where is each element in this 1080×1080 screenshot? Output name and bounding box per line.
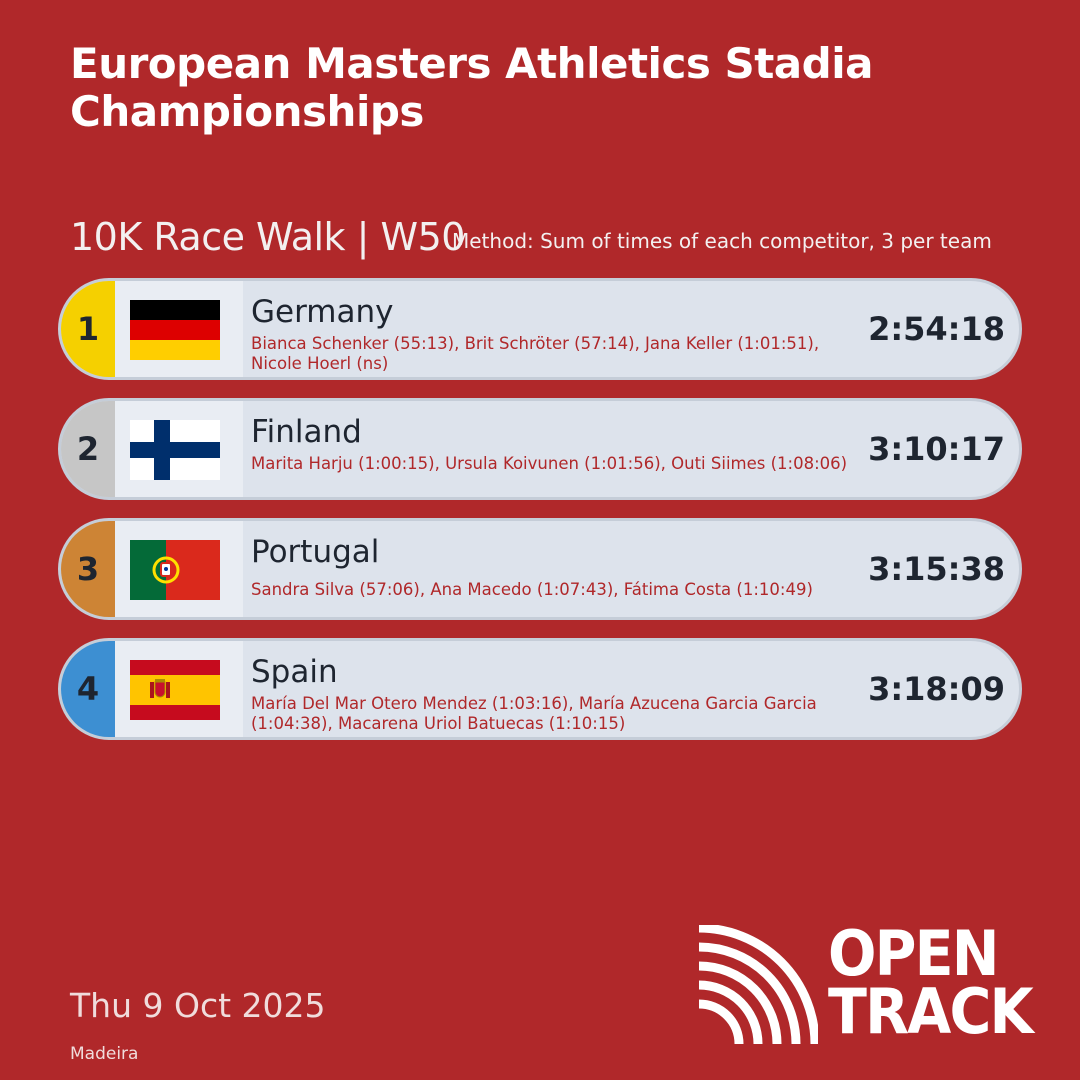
event-date: Thu 9 Oct 2025 xyxy=(70,986,326,1025)
team-time: 2:54:18 xyxy=(868,310,1005,348)
result-row-portugal: 3 Portugal Sandra Silva (57:06), Ana Mac… xyxy=(58,518,1022,620)
logo-line-track: TRACK xyxy=(828,975,1034,1048)
result-row-finland: 2 Finland Marita Harju (1:00:15), Ursula… xyxy=(58,398,1022,500)
opentrack-logo-icon xyxy=(693,923,820,1050)
page-title: European Masters Athletics Stadia Champi… xyxy=(70,39,873,136)
logo-wordmark: OPEN TRACK xyxy=(828,917,1034,1048)
flag-cell xyxy=(115,401,243,497)
team-time: 3:10:17 xyxy=(868,430,1005,468)
team-members: Marita Harju (1:00:15), Ursula Koivunen … xyxy=(251,454,848,473)
team-members: Bianca Schenker (55:13), Brit Schröter (… xyxy=(251,334,820,373)
flag-cell xyxy=(115,641,243,737)
country-name: Spain xyxy=(251,654,338,690)
result-row-germany: 1 Germany Bianca Schenker (55:13), Brit … xyxy=(58,278,1022,380)
scoring-method: Method: Sum of times of each competitor,… xyxy=(452,229,992,253)
team-members: María Del Mar Otero Mendez (1:03:16), Ma… xyxy=(251,694,817,733)
position-badge: 4 xyxy=(61,641,115,737)
position-badge: 2 xyxy=(61,401,115,497)
event-venue: Madeira xyxy=(70,1044,139,1064)
position-badge: 3 xyxy=(61,521,115,617)
flag-cell xyxy=(115,281,243,377)
event-name: 10K Race Walk | W50 xyxy=(70,215,465,259)
team-members: Sandra Silva (57:06), Ana Macedo (1:07:4… xyxy=(251,580,813,599)
result-row-spain: 4 Spain María Del Mar Otero Mendez (1:03… xyxy=(58,638,1022,740)
position-badge: 1 xyxy=(61,281,115,377)
spain-flag-icon xyxy=(130,660,220,720)
country-name: Portugal xyxy=(251,534,380,570)
opentrack-logo: OPEN TRACK xyxy=(693,917,1053,1050)
country-name: Finland xyxy=(251,414,362,450)
flag-cell xyxy=(115,521,243,617)
portugal-flag-icon xyxy=(130,540,220,600)
logo-line-open: OPEN xyxy=(828,917,999,990)
team-time: 3:18:09 xyxy=(868,670,1005,708)
finland-flag-icon xyxy=(130,420,220,480)
country-name: Germany xyxy=(251,294,394,330)
team-time: 3:15:38 xyxy=(868,550,1005,588)
results-list: 1 Germany Bianca Schenker (55:13), Brit … xyxy=(58,278,1022,758)
germany-flag-icon xyxy=(130,300,220,360)
